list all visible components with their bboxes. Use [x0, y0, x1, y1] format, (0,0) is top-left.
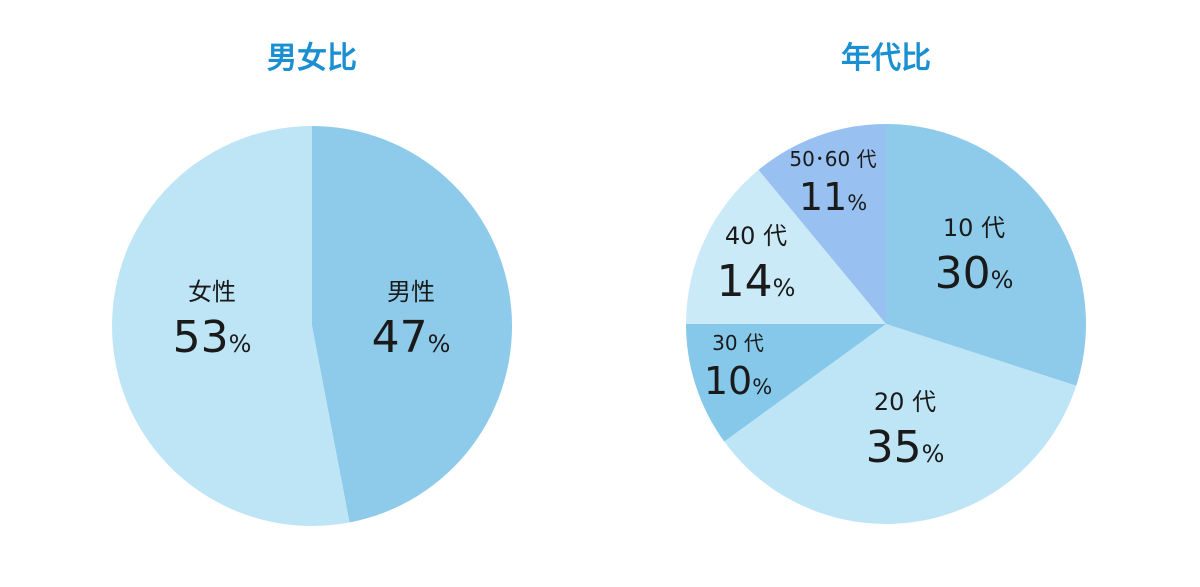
- pie-slice: [312, 126, 513, 523]
- slice-percent-value: 14: [717, 256, 773, 307]
- slice-percent-label: 47%: [372, 312, 451, 363]
- slice-percent-label: 14%: [717, 256, 796, 307]
- slice-percent-value: 10: [704, 359, 752, 403]
- pie-slice: [724, 324, 1077, 524]
- slice-category-label: 40 代: [725, 222, 787, 250]
- slice-percent-unit: %: [752, 375, 772, 399]
- slice-percent-value: 47: [372, 312, 428, 363]
- chart-title: 男女比: [267, 41, 357, 76]
- pie-slice: [685, 324, 886, 442]
- slice-category-label: 50･60 代: [789, 147, 876, 171]
- slice-percent-value: 30: [935, 248, 991, 299]
- slice-percent-value: 53: [173, 312, 229, 363]
- slice-percent-value: 11: [799, 175, 847, 219]
- slice-category-label: 30 代: [712, 331, 764, 355]
- slice-percent-label: 53%: [173, 312, 252, 363]
- chart-title: 年代比: [841, 41, 931, 76]
- slice-percent-unit: %: [922, 440, 945, 468]
- slice-percent-unit: %: [991, 266, 1014, 294]
- slice-percent-value: 35: [866, 422, 922, 473]
- pie-chart-2: 年代比 10 代 30% 20 代 35% 30 代 10% 40 代 14% 50･60 代 11…: [685, 41, 1086, 524]
- slice-category-label: 20 代: [874, 388, 936, 416]
- slice-percent-label: 10%: [704, 359, 772, 403]
- slice-percent-label: 30%: [935, 248, 1014, 299]
- slice-category-label: 男性: [387, 278, 435, 306]
- slice-category-label: 10 代: [943, 214, 1005, 242]
- slice-category-label: 女性: [188, 278, 236, 306]
- pie-slice: [112, 126, 350, 526]
- slice-percent-label: 35%: [866, 422, 945, 473]
- slice-percent-unit: %: [773, 274, 796, 302]
- slice-percent-unit: %: [847, 191, 867, 215]
- slice-percent-label: 11%: [799, 175, 867, 219]
- pie-slice: [758, 124, 886, 324]
- slice-percent-unit: %: [428, 330, 451, 358]
- pie-slice: [686, 169, 886, 324]
- pie-slice: [886, 124, 1086, 386]
- slice-percent-unit: %: [229, 330, 252, 358]
